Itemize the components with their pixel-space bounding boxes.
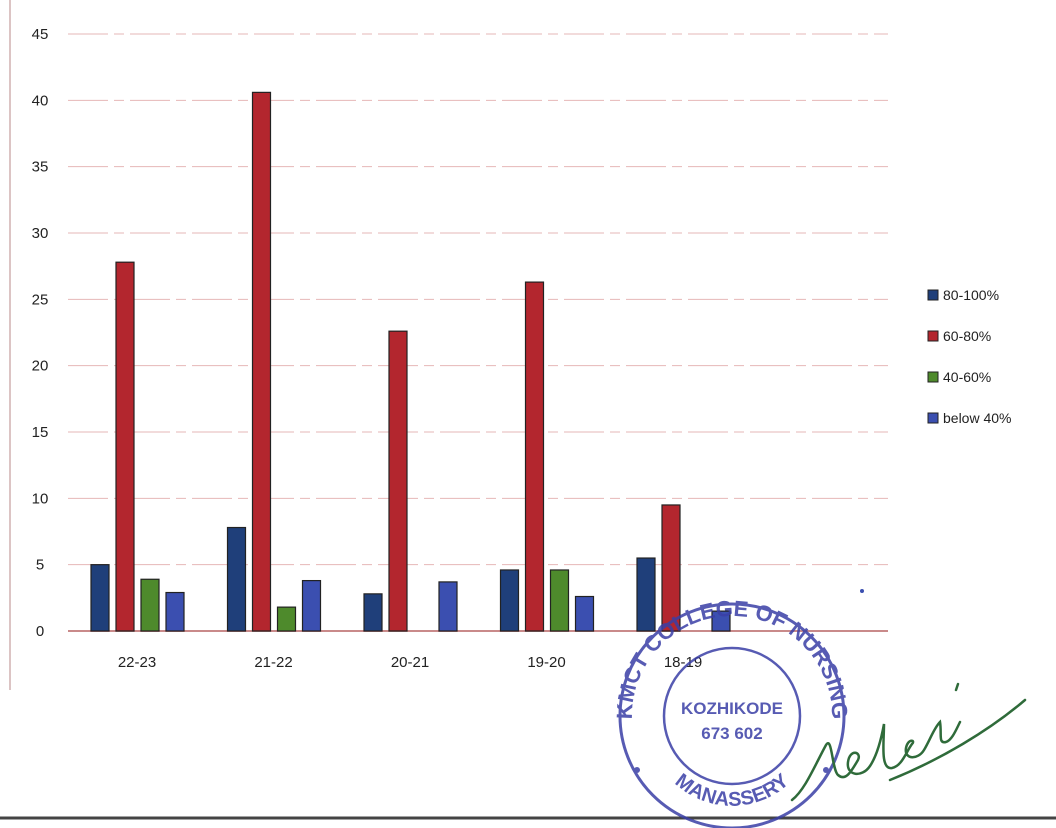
bar-below-40--22-23	[165, 591, 185, 632]
legend-label: 60-80%	[943, 328, 991, 344]
bar-60-80--22-23	[115, 261, 135, 632]
bar-below-40--20-21	[438, 581, 458, 632]
legend-label: below 40%	[943, 410, 1012, 426]
category-labels: 22-23 21-22 20-21 19-20 18-19	[118, 654, 702, 671]
gridlines	[68, 33, 888, 632]
stamp-inner-ring	[662, 646, 802, 786]
handwritten-signature	[790, 682, 1027, 802]
legend-label: 40-60%	[943, 369, 991, 385]
bar-below-40--18-19	[711, 610, 731, 632]
y-tick-label: 10	[32, 490, 49, 507]
y-tick-label: 5	[36, 557, 44, 574]
bar-60-80--18-19	[661, 504, 681, 632]
legend-swatch	[927, 371, 939, 383]
y-axis-ticks: 0 5 10 15 20 25 30 35 40 45	[32, 26, 49, 640]
x-category-label: 21-22	[254, 654, 292, 671]
signature-stroke	[790, 719, 962, 802]
bar-80-100--20-21	[363, 593, 383, 632]
signature-dot	[954, 682, 960, 692]
y-tick-label: 30	[32, 225, 49, 242]
legend-label: 80-100%	[943, 287, 999, 303]
legend: 80-100% 60-80% 40-60% below 40%	[927, 287, 1012, 426]
y-tick-label: 20	[32, 358, 49, 375]
legend-swatch	[927, 330, 939, 342]
y-tick-label: 40	[32, 92, 49, 109]
y-tick-label: 45	[32, 26, 49, 43]
y-tick-label: 15	[32, 424, 49, 441]
y-tick-label: 0	[36, 623, 44, 640]
bar-80-100--21-22	[226, 526, 247, 632]
bar-60-80--21-22	[251, 91, 272, 632]
stray-dot	[860, 589, 864, 593]
stamp-line-1: KOZHIKODE	[681, 699, 783, 718]
signature-underline	[888, 698, 1027, 782]
bar-below-40--21-22	[301, 579, 322, 632]
x-category-label: 18-19	[664, 654, 702, 671]
bar-80-100--19-20	[499, 569, 520, 632]
legend-swatch	[927, 289, 939, 301]
y-tick-label: 25	[32, 291, 49, 308]
bar-60-80--19-20	[524, 281, 545, 632]
x-category-label: 19-20	[527, 654, 565, 671]
x-category-label: 22-23	[118, 654, 156, 671]
bar-below-40--19-20	[574, 595, 595, 632]
stamp-star-left	[634, 767, 640, 773]
y-tick-label: 35	[32, 159, 49, 176]
bar-60-80--20-21	[388, 330, 408, 632]
bar-80-100--18-19	[636, 557, 656, 632]
stamp-outer-ring	[618, 602, 846, 828]
bar-40-60--22-23	[140, 578, 160, 632]
bar-80-100--22-23	[90, 564, 110, 632]
x-category-label: 20-21	[391, 654, 429, 671]
legend-swatch	[927, 412, 939, 424]
bar-40-60--19-20	[549, 569, 570, 632]
stamp-star-right	[823, 767, 829, 773]
stamp-line-2: 673 602	[701, 724, 762, 743]
bar-40-60--21-22	[276, 606, 297, 632]
bars-group	[90, 91, 731, 632]
